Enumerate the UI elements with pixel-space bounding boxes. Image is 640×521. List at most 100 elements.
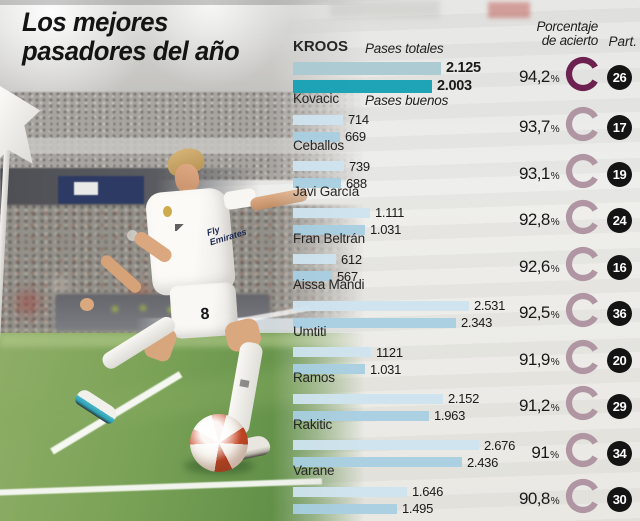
matches-badge: 34 bbox=[607, 440, 632, 466]
player-row: Ceballos 739 688 93,1% 19 bbox=[293, 137, 640, 191]
series-label: Pases totales bbox=[365, 41, 444, 56]
total-passes-value: 739 bbox=[349, 158, 370, 174]
accuracy-cell: 93,1% bbox=[519, 164, 560, 184]
accuracy-value: 92,6 bbox=[519, 256, 550, 276]
good-passes-value: 2.436 bbox=[467, 454, 499, 470]
player-row: Aissa Mandi 2.531 2.343 92,5% 36 bbox=[293, 276, 640, 330]
percent-sign: % bbox=[550, 170, 560, 182]
player-name: Varane bbox=[293, 463, 335, 478]
total-passes-bar bbox=[293, 254, 336, 264]
bars-cell: Javi García 1.111 1.031 bbox=[293, 183, 519, 237]
accuracy-header-line1: Porcentaje bbox=[536, 19, 598, 34]
player-photo: Fly Emirates 8 bbox=[0, 0, 368, 521]
total-passes-value: 2.152 bbox=[448, 391, 480, 406]
player-name: Rakitic bbox=[293, 416, 333, 432]
bars-cell: Umtiti 1121 1.031 bbox=[293, 323, 519, 377]
good-passes-bar bbox=[293, 178, 341, 188]
good-bar-line: 2.436 bbox=[293, 455, 519, 470]
percent-sign: % bbox=[550, 310, 560, 321]
percent-sign: % bbox=[550, 449, 559, 461]
total-bar-line: 2.676 bbox=[293, 438, 519, 453]
total-passes-value: 1.646 bbox=[412, 484, 444, 499]
total-bar-line: 612 bbox=[293, 252, 519, 267]
matches-cell: 19 bbox=[607, 161, 640, 187]
accuracy-value: 91,2 bbox=[519, 396, 550, 415]
good-bar-line: 1.495 bbox=[293, 501, 519, 516]
accuracy-ring-cell bbox=[559, 198, 607, 241]
total-passes-bar bbox=[293, 61, 441, 75]
title-line2: pasadores del año bbox=[22, 36, 240, 66]
total-bar-line: 2.125 bbox=[293, 60, 519, 76]
player-row: Fran Beltrán 612 567 92,6% 16 bbox=[293, 230, 640, 284]
total-passes-bar bbox=[293, 393, 443, 404]
total-bar-line: 1.111 bbox=[293, 205, 519, 220]
player-name: Kovacic bbox=[293, 91, 339, 106]
total-passes-value: 714 bbox=[348, 112, 369, 127]
good-passes-bar bbox=[293, 224, 365, 235]
passers-chart: Porcentaje de acierto Part. KROOS Pases … bbox=[293, 0, 640, 521]
matches-cell: 16 bbox=[607, 254, 640, 280]
good-passes-bar bbox=[293, 364, 365, 374]
player-name: Aissa Mandi bbox=[293, 277, 365, 292]
accuracy-value: 92,8 bbox=[519, 210, 550, 229]
matches-badge: 24 bbox=[607, 208, 632, 233]
good-passes-bar bbox=[293, 503, 397, 514]
total-bar-line: 739 bbox=[293, 159, 519, 174]
player-row: KROOS Pases totales 2.125 2.003 94,2% 26 bbox=[293, 38, 640, 94]
matches-badge: 36 bbox=[607, 301, 632, 326]
pitch-edge-glow bbox=[0, 333, 368, 347]
accuracy-ring-icon bbox=[565, 292, 601, 328]
player-name: Fran Beltrán bbox=[293, 230, 365, 246]
matches-badge: 29 bbox=[607, 394, 632, 419]
accuracy-cell: 90,8% bbox=[519, 489, 560, 509]
good-passes-bar bbox=[293, 317, 456, 328]
good-passes-bar bbox=[293, 131, 340, 142]
accuracy-ring-cell bbox=[559, 477, 607, 520]
name-line: Varane bbox=[293, 462, 519, 480]
player-rows: KROOS Pases totales 2.125 2.003 94,2% 26… bbox=[293, 38, 640, 516]
club-crest bbox=[163, 206, 172, 217]
matches-cell: 34 bbox=[607, 440, 640, 466]
name-line: Ceballos bbox=[293, 137, 519, 155]
total-bar-line: 1.646 bbox=[293, 484, 519, 499]
bars-cell: Rakitic 2.676 2.436 bbox=[293, 416, 519, 470]
accuracy-cell: 94,2% bbox=[519, 67, 560, 87]
matches-badge: 16 bbox=[607, 254, 632, 280]
name-line: Aissa Mandi bbox=[293, 276, 519, 294]
percent-sign: % bbox=[550, 124, 560, 135]
matches-cell: 26 bbox=[607, 65, 640, 90]
name-line: Umtiti bbox=[293, 323, 519, 341]
total-bar-line: 2.531 bbox=[293, 298, 519, 313]
player-name: Ceballos bbox=[293, 137, 344, 153]
bars-cell: Kovacic Pases buenos 714 669 bbox=[293, 90, 519, 144]
accuracy-cell: 92,5% bbox=[519, 303, 560, 323]
accuracy-cell: 92,8% bbox=[519, 210, 560, 230]
good-passes-bar bbox=[293, 271, 332, 281]
percent-sign: % bbox=[550, 263, 560, 275]
total-passes-value: 1.111 bbox=[375, 205, 405, 220]
tier-divider bbox=[0, 138, 368, 154]
good-passes-bar bbox=[293, 410, 429, 421]
accuracy-ring-cell bbox=[559, 291, 607, 334]
percent-sign: % bbox=[550, 496, 560, 507]
accuracy-cell: 91,9% bbox=[519, 350, 560, 370]
accuracy-ring-icon bbox=[565, 106, 601, 142]
name-line: Rakitic bbox=[293, 416, 519, 434]
bars-cell: Ceballos 739 688 bbox=[293, 137, 519, 191]
total-passes-bar bbox=[293, 347, 371, 357]
matches-badge: 19 bbox=[607, 161, 632, 187]
name-line: Kovacic Pases buenos bbox=[293, 90, 519, 108]
accuracy-ring-cell bbox=[559, 338, 607, 381]
accuracy-cell: 92,6% bbox=[519, 256, 560, 277]
total-passes-bar bbox=[293, 300, 469, 311]
accuracy-column-header: Porcentaje de acierto bbox=[536, 20, 598, 48]
good-passes-value: 2.343 bbox=[461, 315, 493, 330]
matches-column-header: Part. bbox=[608, 34, 637, 49]
background-structure bbox=[330, 0, 440, 18]
accuracy-ring-cell bbox=[559, 384, 607, 427]
accuracy-ring-icon bbox=[565, 153, 601, 188]
accuracy-header-line2: de acierto bbox=[541, 33, 599, 48]
player-name: Umtiti bbox=[293, 323, 327, 339]
good-bar-line: 2.003 bbox=[293, 78, 519, 94]
